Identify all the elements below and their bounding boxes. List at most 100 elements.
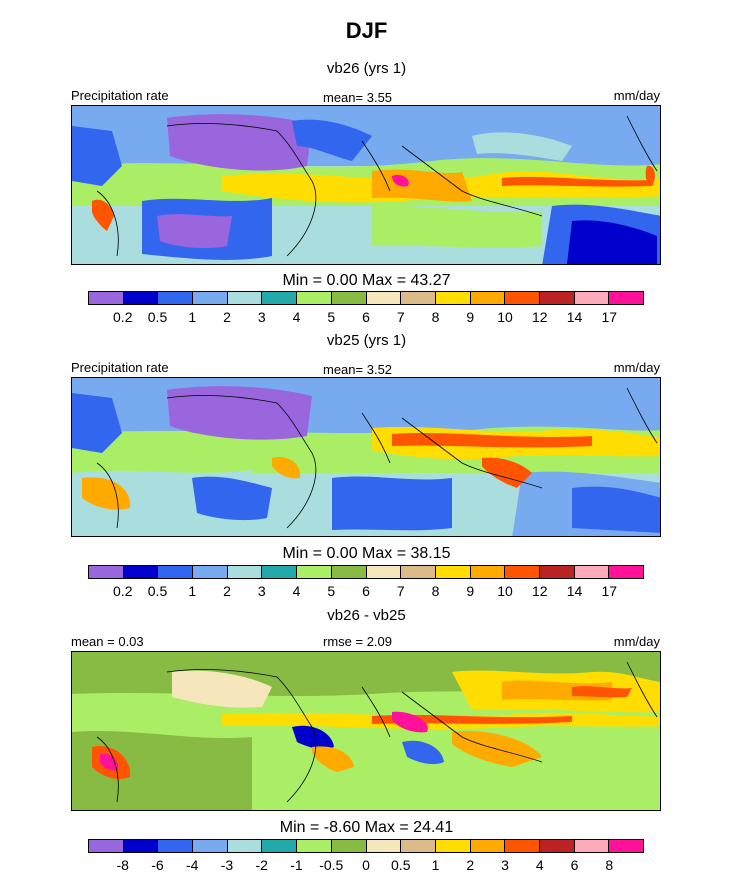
colorbar-swatch (227, 566, 263, 578)
colorbar-tick-label: -3 (220, 857, 234, 873)
colorbar-swatch (505, 566, 540, 578)
colorbar-tick-label: 4 (292, 583, 301, 599)
colorbar-tick-label: 9 (466, 583, 475, 599)
colorbar-tick-label: 4 (535, 857, 544, 873)
colorbar-tick-label: 6 (362, 309, 370, 325)
colorbar-tick-label: 12 (531, 583, 548, 599)
colorbar-swatch (297, 292, 332, 304)
colorbar-swatch (401, 840, 436, 852)
colorbar-swatch (505, 292, 540, 304)
colorbar-swatch (158, 292, 194, 304)
colorbar-swatch (193, 566, 228, 578)
colorbar-swatch (435, 292, 471, 304)
colorbar-swatch (401, 292, 436, 304)
colorbar-swatch (539, 292, 575, 304)
colorbar-tick-label: 9 (466, 309, 475, 325)
colorbar-swatch (470, 566, 506, 578)
colorbar-swatch (193, 292, 228, 304)
colorbar-swatch (574, 566, 610, 578)
panel-1-map (71, 105, 661, 265)
panel-3-min-max: Min = -8.60 Max = 24.41 (279, 819, 454, 836)
colorbar-swatch (227, 292, 263, 304)
colorbar-tick-label: 2 (223, 309, 231, 325)
panel-3-rmse-label: rmse = 2.09 (323, 634, 393, 649)
panel-3-units: mm/day (613, 634, 660, 649)
panel-3-colorbar-ticks: -8 -6 -4 -3 -2 -1 -0.5 0 0.5 1 2 3 4 6 8 (88, 857, 644, 873)
colorbar-tick-label: 14 (566, 583, 583, 599)
colorbar-tick-label: -0.5 (319, 857, 344, 873)
colorbar-tick-label: -6 (151, 857, 164, 873)
panel-2-colorbar (88, 565, 644, 579)
panel-3-map (71, 651, 661, 811)
panel-2-map (71, 377, 661, 537)
colorbar-swatch (89, 292, 124, 304)
panel-1-colorbar (88, 291, 644, 305)
colorbar-swatch (331, 566, 367, 578)
panel-1-units: mm/day (613, 88, 660, 103)
panel-2-colorbar-ticks: 0.2 0.5 1 2 3 4 5 6 7 8 9 10 12 14 17 (88, 583, 644, 599)
colorbar-swatch (262, 566, 298, 578)
panel-1-colorbar-ticks: 0.2 0.5 1 2 3 4 5 6 7 8 9 10 12 14 17 (88, 309, 644, 325)
colorbar-tick-label: 3 (257, 583, 266, 599)
panel-2-units: mm/day (613, 360, 660, 375)
colorbar-tick-label: 17 (601, 309, 618, 325)
colorbar-swatch (366, 292, 402, 304)
colorbar-tick-label: 5 (327, 309, 336, 325)
panel-2-min-max: Min = 0.00 Max = 38.15 (282, 545, 451, 562)
colorbar-swatch (574, 840, 610, 852)
colorbar-tick-label: 6 (362, 583, 370, 599)
colorbar-tick-label: 0.5 (391, 857, 411, 873)
colorbar-swatch (331, 840, 367, 852)
colorbar-tick-label: -1 (290, 857, 303, 873)
colorbar-tick-label: 7 (396, 309, 405, 325)
colorbar-swatch (193, 840, 228, 852)
colorbar-tick-label: 3 (501, 857, 509, 873)
colorbar-tick-label: 10 (497, 583, 513, 599)
colorbar-swatch (227, 840, 263, 852)
colorbar-swatch (297, 840, 332, 852)
colorbar-swatch (123, 566, 159, 578)
colorbar-tick-label: 8 (431, 309, 440, 325)
colorbar-swatch (505, 840, 540, 852)
panel-1-min-max: Min = 0.00 Max = 43.27 (282, 272, 451, 289)
colorbar-tick-label: -4 (186, 857, 199, 873)
panel-3-mean-label: mean = 0.03 (71, 634, 144, 649)
colorbar-tick-label: 1 (431, 857, 440, 873)
colorbar-tick-label: 12 (531, 309, 548, 325)
colorbar-tick-label: -8 (116, 857, 129, 873)
colorbar-swatch (366, 840, 402, 852)
colorbar-swatch (435, 566, 471, 578)
colorbar-tick-label: 14 (566, 309, 583, 325)
colorbar-swatch (609, 840, 643, 852)
colorbar-tick-label: 2 (223, 583, 231, 599)
colorbar-swatch (366, 566, 402, 578)
colorbar-swatch (262, 840, 298, 852)
colorbar-tick-label: 3 (257, 309, 266, 325)
panel-1-subtitle: vb26 (yrs 1) (326, 60, 407, 77)
colorbar-swatch (470, 292, 506, 304)
colorbar-tick-label: 1 (188, 309, 197, 325)
colorbar-swatch (158, 840, 194, 852)
panel-1-left-label: Precipitation rate (71, 88, 169, 103)
colorbar-tick-label: 0 (362, 857, 370, 873)
colorbar-swatch (539, 566, 575, 578)
colorbar-swatch (574, 292, 610, 304)
colorbar-tick-label: 1 (188, 583, 197, 599)
colorbar-tick-label: 4 (292, 309, 301, 325)
panel-2-subtitle: vb25 (yrs 1) (326, 332, 407, 349)
colorbar-swatch (297, 566, 332, 578)
colorbar-swatch (89, 840, 124, 852)
colorbar-swatch (331, 292, 367, 304)
colorbar-tick-label: 0.2 (113, 583, 133, 599)
colorbar-swatch (435, 840, 471, 852)
panel-3-colorbar (88, 839, 644, 853)
colorbar-swatch (539, 840, 575, 852)
figure-title: DJF (345, 18, 388, 43)
colorbar-swatch (401, 566, 436, 578)
colorbar-tick-label: 10 (497, 309, 513, 325)
colorbar-tick-label: 6 (570, 857, 579, 873)
colorbar-swatch (158, 566, 194, 578)
colorbar-swatch (262, 292, 298, 304)
colorbar-swatch (470, 840, 506, 852)
colorbar-tick-label: 0.2 (113, 309, 133, 325)
